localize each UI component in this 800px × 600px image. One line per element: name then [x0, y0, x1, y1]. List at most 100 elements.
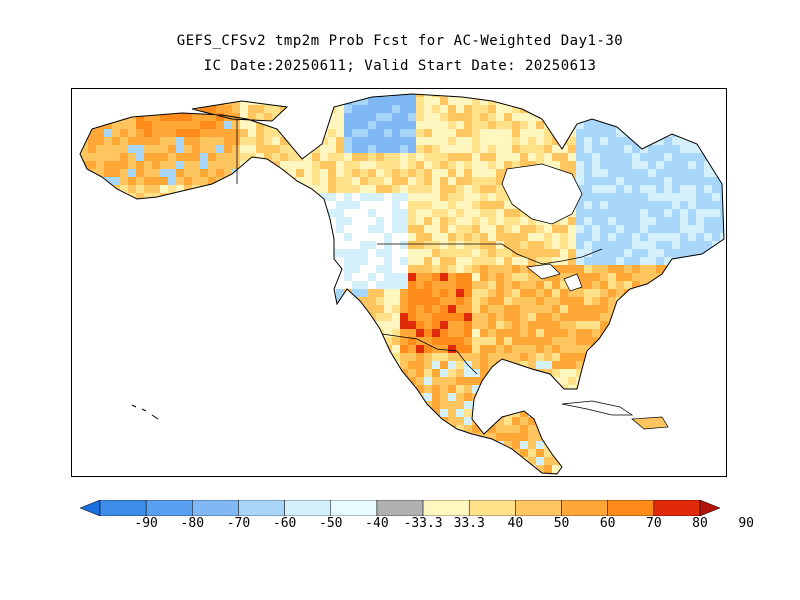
grid-cell — [504, 105, 512, 113]
grid-cell — [520, 433, 528, 441]
grid-cell — [400, 425, 408, 433]
grid-cell — [104, 265, 112, 273]
grid-cell — [184, 209, 192, 217]
grid-cell — [592, 121, 600, 129]
grid-cell — [640, 169, 648, 177]
grid-cell — [224, 369, 232, 377]
grid-cell — [416, 145, 424, 153]
grid-cell — [152, 137, 160, 145]
grid-cell — [544, 385, 552, 393]
grid-cell — [592, 465, 600, 473]
grid-cell — [520, 409, 528, 417]
grid-cell — [336, 105, 344, 113]
grid-cell — [112, 393, 120, 401]
grid-cell — [144, 473, 152, 474]
grid-cell — [600, 305, 608, 313]
grid-cell — [624, 361, 632, 369]
grid-cell — [440, 105, 448, 113]
grid-cell — [464, 457, 472, 465]
grid-cell — [416, 265, 424, 273]
grid-cell — [232, 217, 240, 225]
grid-cell — [160, 361, 168, 369]
grid-cell — [104, 161, 112, 169]
grid-cell — [320, 169, 328, 177]
grid-cell — [280, 329, 288, 337]
grid-cell — [96, 329, 104, 337]
grid-cell — [680, 465, 688, 473]
grid-cell — [392, 433, 400, 441]
grid-cell — [312, 465, 320, 473]
grid-cell — [384, 385, 392, 393]
grid-cell — [320, 241, 328, 249]
grid-cell — [304, 465, 312, 473]
grid-cell — [248, 457, 256, 465]
grid-cell — [160, 137, 168, 145]
grid-cell — [264, 113, 272, 121]
grid-cell — [160, 161, 168, 169]
grid-cell — [352, 385, 360, 393]
grid-cell — [168, 137, 176, 145]
grid-cell — [616, 177, 624, 185]
grid-cell — [424, 417, 432, 425]
grid-cell — [200, 113, 208, 121]
grid-cell — [136, 321, 144, 329]
grid-cell — [688, 161, 696, 169]
grid-cell — [600, 353, 608, 361]
grid-cell — [88, 241, 96, 249]
grid-cell — [480, 249, 488, 257]
grid-cell — [176, 145, 184, 153]
grid-cell — [696, 385, 704, 393]
grid-cell — [248, 145, 256, 153]
grid-cell — [656, 249, 664, 257]
grid-cell — [120, 265, 128, 273]
grid-cell — [224, 297, 232, 305]
grid-cell — [144, 233, 152, 241]
grid-cell — [136, 337, 144, 345]
grid-cell — [376, 305, 384, 313]
grid-cell — [400, 417, 408, 425]
grid-cell — [632, 201, 640, 209]
grid-cell — [336, 393, 344, 401]
grid-cell — [312, 201, 320, 209]
grid-cell — [168, 233, 176, 241]
grid-cell — [104, 105, 112, 113]
grid-cell — [624, 201, 632, 209]
grid-cell — [616, 137, 624, 145]
grid-cell — [680, 249, 688, 257]
grid-cell — [192, 241, 200, 249]
grid-cell — [520, 361, 528, 369]
grid-cell — [616, 305, 624, 313]
grid-cell — [472, 177, 480, 185]
grid-cell — [360, 137, 368, 145]
grid-cell — [216, 217, 224, 225]
grid-cell — [488, 313, 496, 321]
grid-cell — [552, 225, 560, 233]
grid-cell — [72, 313, 80, 321]
grid-cell — [616, 225, 624, 233]
grid-cell — [216, 313, 224, 321]
grid-cell — [624, 345, 632, 353]
colorbar-arrow-low — [80, 500, 101, 516]
grid-cell — [288, 169, 296, 177]
grid-cell — [208, 457, 216, 465]
grid-cell — [640, 449, 648, 457]
grid-cell — [136, 393, 144, 401]
grid-cell — [200, 201, 208, 209]
grid-cell — [104, 433, 112, 441]
grid-cell — [416, 289, 424, 297]
grid-cell — [480, 153, 488, 161]
grid-cell — [488, 201, 496, 209]
grid-cell — [552, 433, 560, 441]
grid-cell — [256, 353, 264, 361]
grid-cell — [720, 465, 724, 473]
grid-cell — [240, 457, 248, 465]
grid-cell — [688, 345, 696, 353]
grid-cell — [320, 94, 328, 97]
grid-cell — [320, 465, 328, 473]
grid-cell — [96, 369, 104, 377]
grid-cell — [720, 145, 724, 153]
grid-cell — [336, 94, 344, 97]
grid-cell — [232, 241, 240, 249]
grid-cell — [136, 241, 144, 249]
grid-cell — [256, 209, 264, 217]
